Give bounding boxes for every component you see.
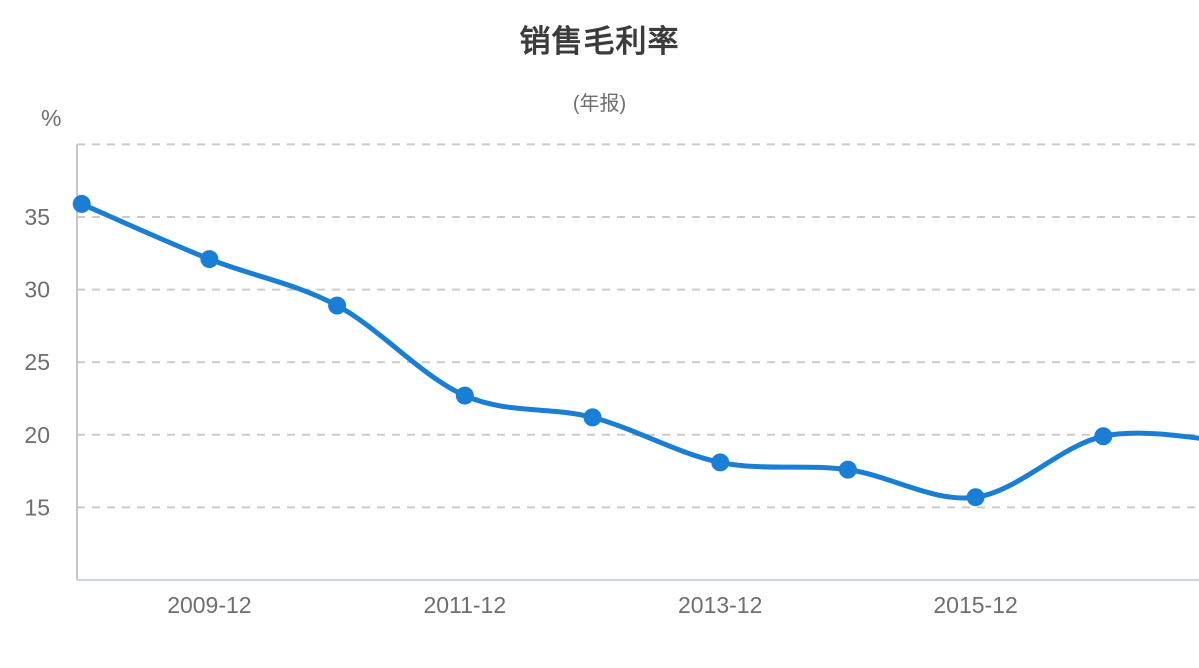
- chart-subtitle: (年报): [572, 93, 627, 115]
- y-axis-unit-label: %: [41, 105, 62, 131]
- data-point-marker[interactable]: [1094, 427, 1113, 446]
- axes-group: [76, 144, 1199, 581]
- series-line: [79, 201, 1199, 501]
- x-tick-label: 2015-12: [933, 592, 1017, 618]
- series-group: [72, 194, 1199, 507]
- data-point-marker[interactable]: [838, 460, 857, 479]
- x-tick-label: 2009-12: [167, 592, 251, 618]
- x-tick-label: 2013-12: [678, 592, 762, 618]
- x-tick-label: 2011-12: [423, 592, 506, 618]
- y-tick-label: 15: [24, 494, 50, 520]
- gridlines-group: [77, 143, 1199, 509]
- data-point-marker[interactable]: [455, 386, 474, 405]
- y-tick-label: 20: [24, 422, 50, 448]
- y-tick-label: 35: [24, 204, 50, 230]
- data-point-marker[interactable]: [200, 250, 219, 269]
- y-tick-label: 30: [24, 277, 50, 303]
- tick-labels-group: 15 20 25 30 35 2009-12 2011-12 2013-12 2015-12: [24, 204, 1017, 618]
- data-point-marker[interactable]: [583, 408, 602, 427]
- data-point-marker[interactable]: [72, 194, 91, 213]
- data-point-marker[interactable]: [328, 296, 347, 315]
- y-tick-label: 25: [24, 349, 50, 375]
- chart-title: 销售毛利率: [519, 24, 680, 59]
- data-point-marker[interactable]: [711, 453, 730, 472]
- data-point-marker[interactable]: [966, 488, 985, 507]
